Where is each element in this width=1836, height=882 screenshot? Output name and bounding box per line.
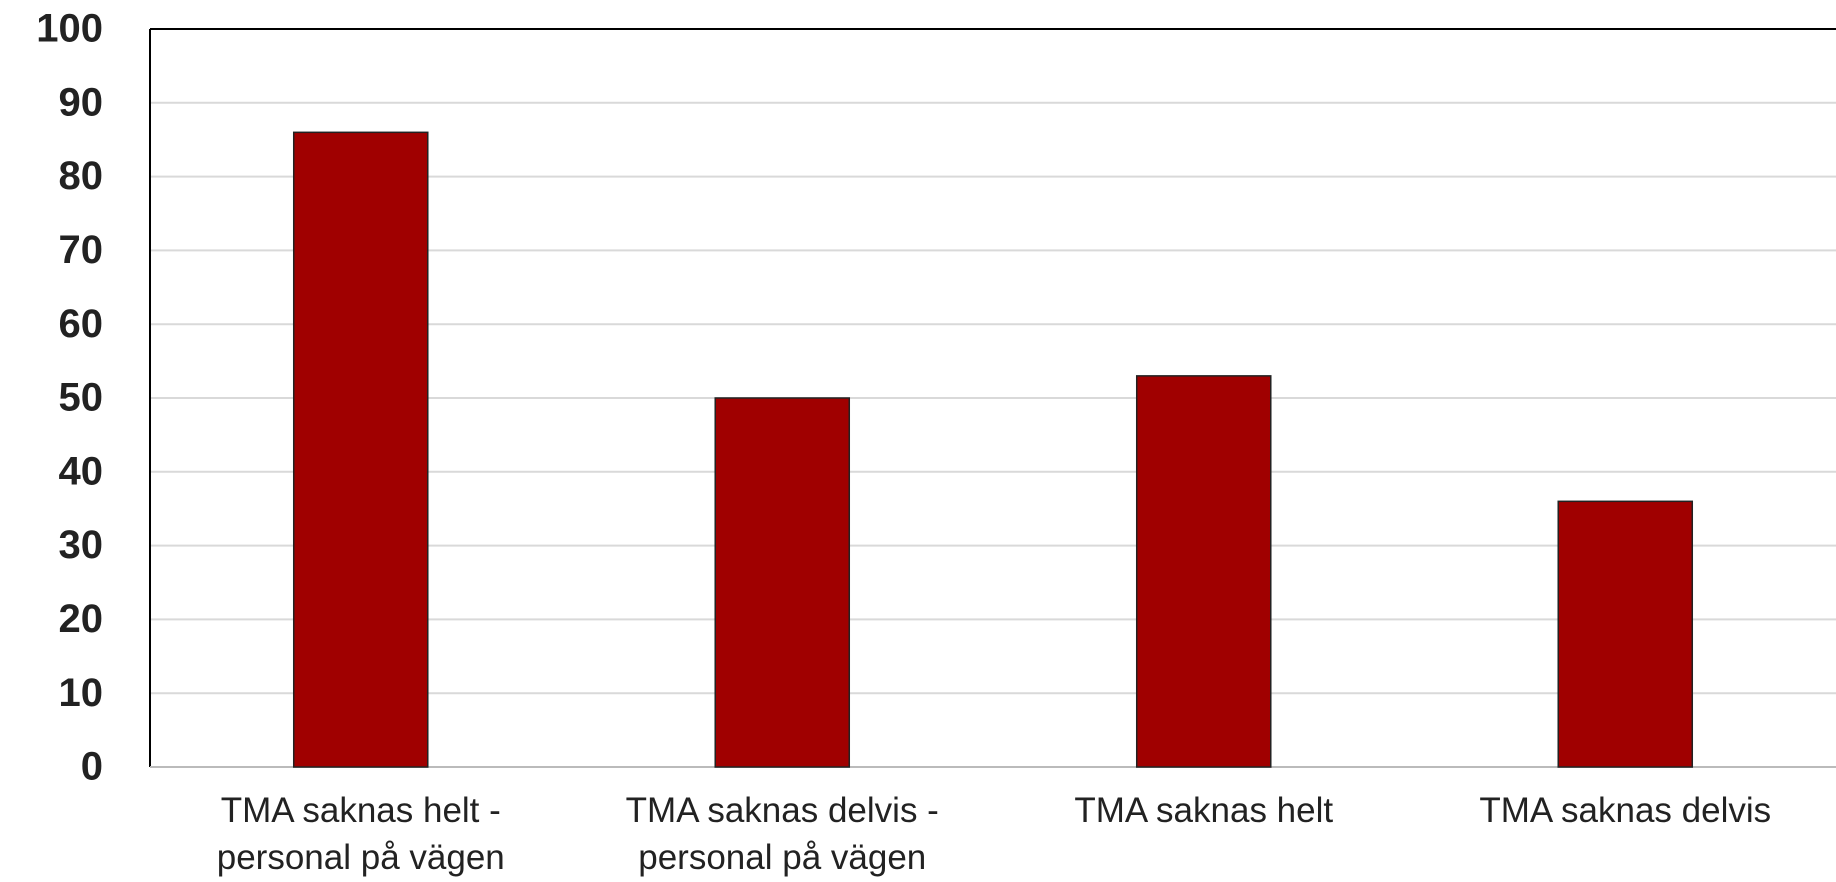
y-tick-label: 70	[59, 228, 104, 272]
y-tick-label: 0	[81, 745, 103, 789]
y-tick-label: 60	[59, 302, 104, 346]
bar	[714, 397, 851, 768]
y-tick-label: 80	[59, 154, 104, 198]
y-tick-label: 10	[59, 671, 104, 715]
bar	[292, 131, 429, 768]
bar	[1135, 375, 1272, 768]
bar	[1557, 500, 1694, 768]
x-tick-label: TMA saknas delvis - personal på vägen	[625, 791, 939, 877]
y-tick-label: 30	[59, 523, 104, 567]
x-tick-label: TMA saknas helt - personal på vägen	[216, 791, 505, 877]
y-tick-label: 100	[36, 7, 103, 51]
y-tick-label: 90	[59, 80, 104, 124]
x-tick-label: TMA saknas delvis	[1479, 791, 1772, 830]
y-tick-label: 20	[59, 597, 104, 641]
y-tick-label: 40	[59, 449, 104, 493]
x-tick-label: TMA saknas helt	[1074, 791, 1334, 830]
y-tick-label: 50	[59, 376, 104, 420]
